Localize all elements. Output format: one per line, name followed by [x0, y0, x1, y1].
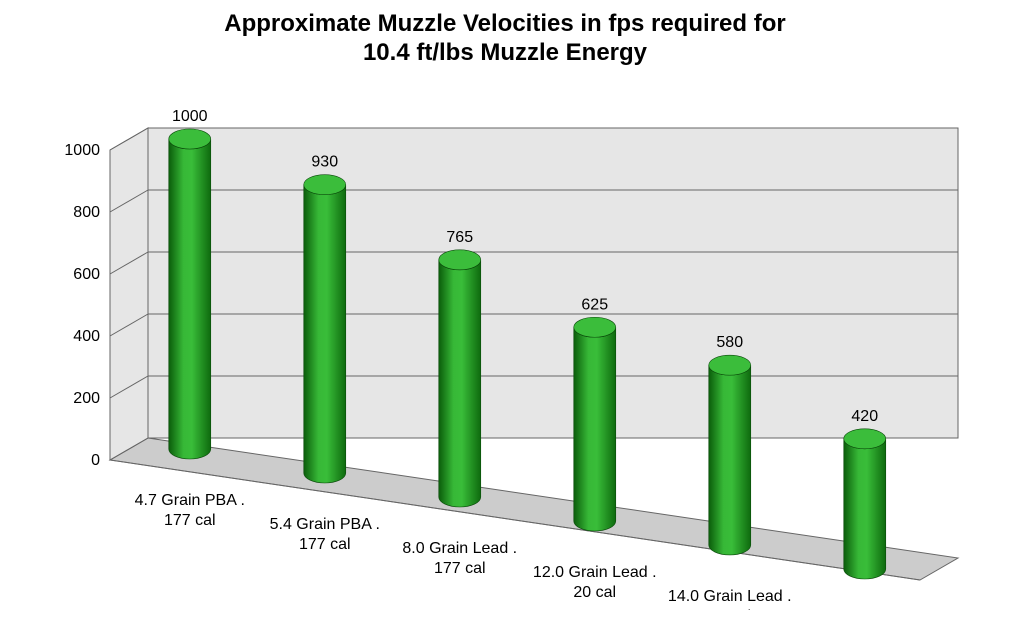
value-label: 625 — [581, 296, 608, 313]
bar-top — [574, 317, 616, 337]
category-label: 177 cal — [299, 536, 351, 553]
y-tick-label: 400 — [73, 328, 100, 345]
chart-svg: 0 200 400 600 800 1000 1000 4.7 Grain PBA . 177 … — [40, 110, 970, 610]
bar-top — [304, 175, 346, 195]
y-tick-label: 600 — [73, 266, 100, 283]
y-tick-label: 1000 — [64, 142, 100, 159]
bar-top — [844, 429, 886, 449]
category-label: 5.4 Grain PBA . — [270, 516, 380, 533]
bar-top — [709, 355, 751, 375]
title-line-2: 10.4 ft/lbs Muzzle Energy — [363, 39, 647, 66]
value-label: 1000 — [172, 110, 208, 125]
category-label: 20 cal — [573, 584, 616, 601]
y-tick-label: 0 — [91, 452, 100, 469]
y-tick-label: 800 — [73, 204, 100, 221]
value-label: 930 — [311, 154, 338, 171]
category-label: 177 cal — [164, 512, 216, 529]
bar-top — [169, 129, 211, 149]
title-line-1: Approximate Muzzle Velocities in fps req… — [224, 10, 785, 37]
bar — [439, 250, 481, 507]
category-label: 22 cal — [708, 608, 751, 610]
bar — [169, 129, 211, 459]
bar-top — [439, 250, 481, 270]
value-label: 420 — [851, 408, 878, 425]
category-label: 14.0 Grain Lead . — [668, 588, 792, 605]
bar — [844, 429, 886, 579]
bar — [574, 317, 616, 531]
chart-title: Approximate Muzzle Velocities in fps req… — [0, 10, 1010, 68]
value-label: 765 — [446, 229, 473, 246]
category-label: 4.7 Grain PBA . — [135, 492, 245, 509]
bar — [709, 355, 751, 555]
bar-chart: 0 200 400 600 800 1000 1000 4.7 Grain PBA . 177 … — [40, 110, 970, 610]
category-label: 12.0 Grain Lead . — [533, 564, 657, 581]
value-label: 580 — [716, 334, 743, 351]
bar — [304, 175, 346, 483]
category-label: 177 cal — [434, 560, 486, 577]
category-label: 8.0 Grain Lead . — [402, 540, 517, 557]
y-tick-label: 200 — [73, 390, 100, 407]
